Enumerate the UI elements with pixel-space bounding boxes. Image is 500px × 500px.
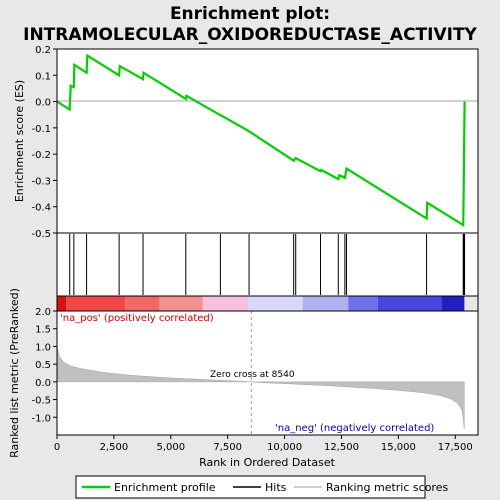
es-ytick-label: 0.0: [35, 98, 51, 109]
legend: Enrichment profile Hits Ranking metric sco…: [82, 481, 448, 494]
metric-panel: [57, 311, 478, 435]
metric-y-axis: 2.0 1.5 1.0 0.5 0.0 -0.5 -1.0: [31, 307, 57, 424]
chart-title-line1: Enrichment plot:: [170, 4, 330, 24]
hits-marks: [69, 234, 466, 295]
ranked-colorbar: [57, 296, 465, 311]
metric-ytick-label: 0.5: [35, 360, 51, 371]
metric-ytick-label: -1.0: [31, 413, 51, 424]
x-axis: 0 2,500 5,000 7,500 10,000 12,500 15,000 17,500: [54, 435, 473, 453]
es-panel: [57, 49, 478, 233]
zero-cross-label: Zero cross at 8540: [210, 370, 295, 380]
colorbar-segment: [348, 296, 378, 311]
es-ytick-label: -0.1: [31, 124, 51, 135]
x-axis-label: Rank in Ordered Dataset: [199, 456, 336, 469]
x-tick-label: 7,500: [213, 442, 242, 453]
es-ytick-label: -0.2: [31, 150, 51, 161]
es-y-axis: 0.2 0.1 0.0 -0.1 -0.2 -0.3 -0.4 -0.5: [31, 45, 57, 240]
es-ytick-label: 0.1: [35, 71, 51, 82]
es-ytick-label: -0.4: [31, 203, 51, 214]
colorbar-segment: [441, 296, 465, 311]
chart-title-line2: INTRAMOLECULAR_OXIDOREDUCTASE_ACTIVITY: [23, 25, 477, 45]
pos-correlated-label: 'na_pos' (positively correlated): [60, 313, 214, 324]
colorbar-segment: [125, 296, 160, 311]
es-ytick-label: -0.3: [31, 176, 51, 187]
colorbar-segment: [248, 296, 303, 311]
metric-ytick-label: 1.5: [35, 325, 51, 336]
x-tick-label: 0: [54, 442, 60, 453]
x-tick-label: 10,000: [267, 442, 302, 453]
es-ytick-label: 0.2: [35, 45, 51, 56]
hits-panel: [57, 233, 478, 296]
x-tick-label: 12,500: [324, 442, 359, 453]
metric-ytick-label: -0.5: [31, 396, 51, 407]
metric-ylabel: Ranked list metric (PreRanked): [8, 288, 21, 458]
colorbar-segment: [159, 296, 203, 311]
colorbar-segment: [202, 296, 249, 311]
x-tick-label: 2,500: [100, 442, 129, 453]
ranking-metric-area: [56, 346, 465, 430]
x-tick-label: 17,500: [438, 442, 473, 453]
colorbar-segment: [66, 296, 126, 311]
legend-enrichment-label: Enrichment profile: [114, 481, 216, 494]
colorbar-segment: [302, 296, 349, 311]
x-tick-label: 15,000: [381, 442, 416, 453]
es-ytick-label: -0.5: [31, 229, 51, 240]
legend-hits-label: Hits: [265, 481, 287, 494]
x-tick-label: 5,000: [156, 442, 185, 453]
legend-metric-label: Ranking metric scores: [326, 481, 448, 494]
neg-correlated-label: 'na_neg' (negatively correlated): [275, 423, 434, 434]
metric-panel-border: [56, 310, 479, 436]
enrichment-profile-line: [56, 53, 466, 228]
es-ylabel: Enrichment score (ES): [13, 80, 26, 202]
colorbar-segment: [57, 296, 67, 311]
colorbar-segment: [377, 296, 442, 311]
metric-ytick-label: 1.0: [35, 342, 51, 353]
metric-ytick-label: 0.0: [35, 378, 51, 389]
metric-ytick-label: 2.0: [35, 307, 51, 318]
